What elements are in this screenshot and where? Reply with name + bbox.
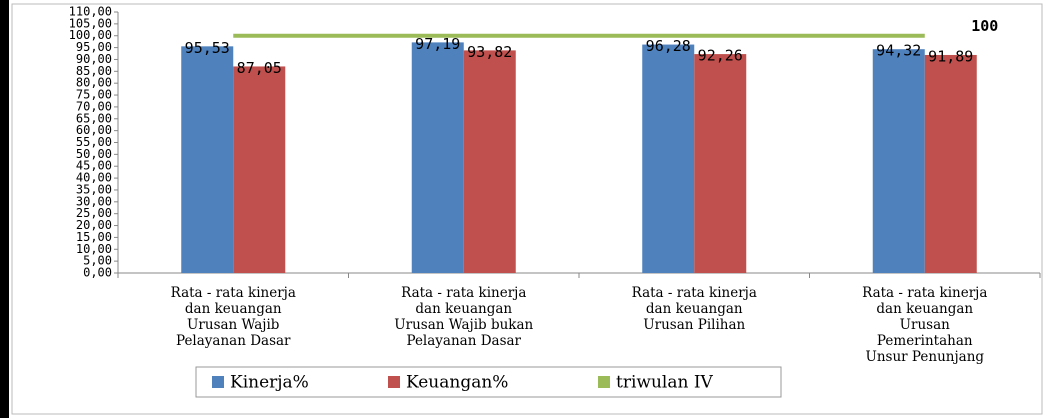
legend-label: Kinerja% [230,373,309,393]
bar [463,50,516,273]
y-tick-label: 35,00 [76,182,112,196]
bar [642,44,695,273]
bar [694,54,747,274]
data-label: 95,53 [185,39,230,57]
data-label: 91,89 [928,47,973,65]
y-tick-label: 10,00 [76,242,112,256]
y-tick-label: 75,00 [76,88,112,102]
left-border [0,0,9,418]
x-tick-label: Rata - rata kinerja dan keuangan Urusan … [394,285,534,349]
data-label: 92,26 [698,47,743,65]
y-tick-label: 60,00 [76,123,112,137]
y-tick-label: 70,00 [76,99,112,113]
data-label: 96,28 [646,37,691,55]
legend-swatch [598,376,610,388]
data-label: 100 [971,17,998,35]
y-tick-label: 25,00 [76,206,112,220]
y-tick-label: 90,00 [76,52,112,66]
y-tick-label: 65,00 [76,111,112,125]
bar [411,42,464,273]
chart-frame [11,3,1043,415]
legend-label: Keuangan% [406,373,508,393]
bar [872,49,925,274]
y-tick-label: 5,00 [83,254,112,268]
legend-box [195,366,782,398]
x-tick-label: Rata - rata kinerja dan keuangan Urusan … [170,285,296,349]
y-tick-label: 15,00 [76,230,112,244]
legend-swatch [388,376,400,388]
data-label: 94,32 [876,42,921,60]
y-tick-label: 80,00 [76,76,112,90]
y-tick-label: 105,00 [69,16,112,30]
y-tick-label: 20,00 [76,218,112,232]
y-tick-label: 110,00 [69,5,112,19]
x-tick-label: Rata - rata kinerja dan keuangan Urusan … [862,285,988,365]
x-tick-label: Rata - rata kinerja dan keuangan Urusan … [631,285,757,333]
y-tick-label: 55,00 [76,135,112,149]
y-tick-label: 40,00 [76,171,112,185]
bar [233,66,286,273]
data-label: 93,82 [467,43,512,61]
data-label: 97,19 [415,35,460,53]
y-tick-label: 85,00 [76,64,112,78]
legend-label: triwulan IV [616,373,714,393]
y-tick-label: 50,00 [76,147,112,161]
y-tick-label: 30,00 [76,194,112,208]
y-tick-label: 45,00 [76,159,112,173]
y-tick-label: 100,00 [69,28,112,42]
data-label: 87,05 [237,59,282,77]
legend-swatch [212,376,224,388]
bar [181,46,234,274]
y-tick-label: 95,00 [76,40,112,54]
bar [924,54,977,273]
y-tick-label: 0,00 [83,266,112,280]
